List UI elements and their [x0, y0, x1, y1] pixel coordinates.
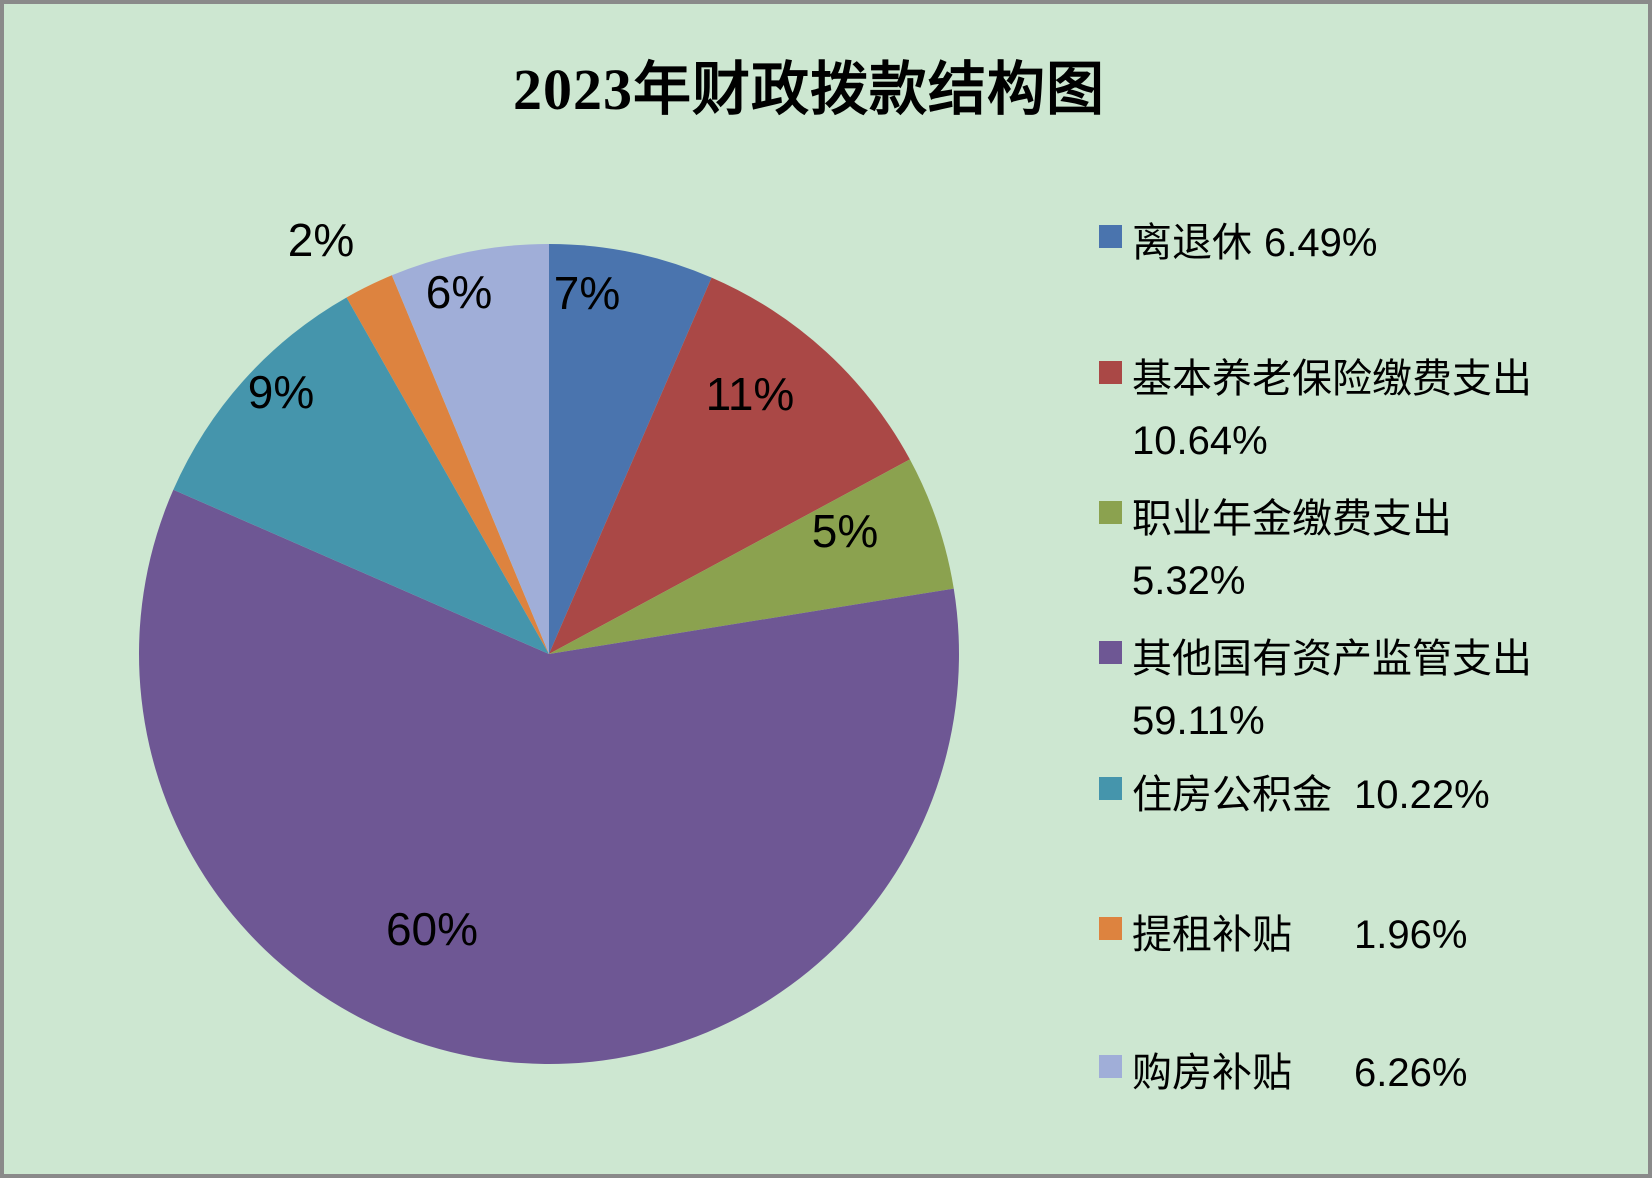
pie-slice-label-0: 7% — [553, 267, 621, 319]
pie-slice-label-6: 6% — [425, 266, 493, 318]
pie-slice-3 — [139, 489, 960, 1065]
pie-slice-label-2: 5% — [811, 505, 879, 557]
chart-title: 2023年财政拨款结构图 — [512, 57, 1105, 122]
pie-slice-label-3: 60% — [385, 903, 479, 955]
pie-slice-5 — [346, 275, 549, 654]
pie-chart — [139, 244, 960, 1065]
pie-slice-6 — [391, 244, 549, 654]
pie-slice-label-1: 11% — [705, 368, 795, 420]
pie-slice-2 — [549, 459, 954, 654]
pie-slice-4 — [173, 297, 549, 654]
pie-slice-label-4: 9% — [247, 366, 315, 418]
pie-slice-label-5: 2% — [287, 214, 355, 266]
pie-slice-0 — [549, 244, 712, 654]
pie-slice-1 — [549, 277, 910, 654]
